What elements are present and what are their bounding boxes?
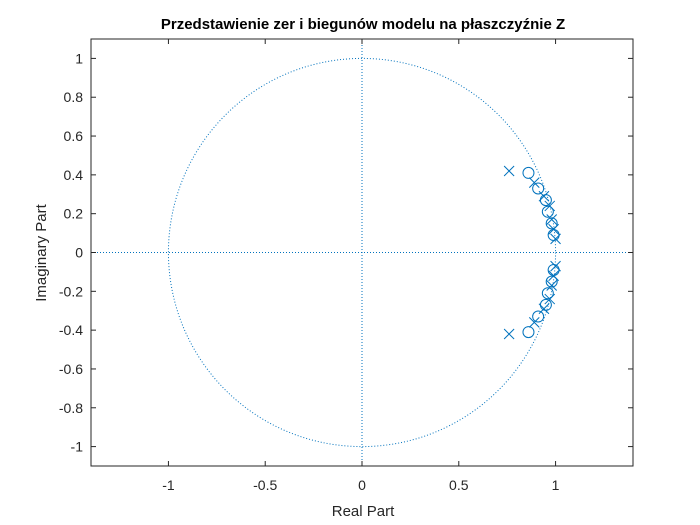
plot-area: -1 -0.5 0 0.5 1 -1 -0.8 -0.6 -0.4 -0.2 0 0.2 0.4 0.6 0… <box>59 38 634 493</box>
zero-marker <box>522 166 535 179</box>
zero-marker <box>547 229 560 242</box>
pole-marker <box>546 214 558 225</box>
pole-marker <box>528 177 540 188</box>
x-tick-label: 0 <box>358 477 366 493</box>
pole-marker <box>548 270 559 282</box>
pole-marker <box>538 303 550 315</box>
pole-marker <box>546 280 558 291</box>
pole-marker <box>503 165 515 177</box>
zero-marker <box>539 194 552 207</box>
zero-marker <box>541 287 554 300</box>
chart-title: Przedstawienie zer i biegunów modelu na … <box>161 16 565 33</box>
pole-marker <box>503 328 515 340</box>
x-tick-label: -1 <box>162 477 175 493</box>
zero-marker <box>539 298 552 311</box>
y-tick-label: 0.6 <box>64 128 84 144</box>
unit-circle <box>167 57 557 448</box>
zero-marker <box>545 275 558 288</box>
x-tick-label: 0.5 <box>449 477 469 493</box>
zero-marker <box>547 263 560 276</box>
y-tick-label: 0.4 <box>64 167 84 183</box>
y-tick-label: -1 <box>71 439 84 455</box>
pole-marker <box>538 190 550 202</box>
pole-marker <box>528 317 540 328</box>
y-tick-label: 0 <box>75 245 83 261</box>
pole-marker <box>550 260 561 272</box>
x-tick-label: 1 <box>552 477 560 493</box>
zero-marker <box>532 182 545 195</box>
zero-marker <box>545 217 558 230</box>
y-tick-label: 0.2 <box>64 206 84 222</box>
y-tick-label: 0.8 <box>64 89 84 105</box>
y-axis-label: Imaginary Part <box>33 203 50 301</box>
zero-marker <box>532 310 545 323</box>
pole-marker <box>548 223 559 235</box>
x-tick-label: -0.5 <box>253 477 277 493</box>
y-tick-label: -0.2 <box>59 283 83 299</box>
x-axis-label: Real Part <box>332 503 395 520</box>
y-tick-label: -0.8 <box>59 400 83 416</box>
y-tick-label: -0.6 <box>59 361 83 377</box>
pole-marker <box>544 200 556 212</box>
y-tick-label: 1 <box>75 50 83 66</box>
y-tick-label: -0.4 <box>59 322 83 338</box>
zero-marker <box>522 326 535 339</box>
pole-marker <box>544 293 556 305</box>
pole-marker <box>550 233 561 245</box>
zero-marker <box>541 205 554 218</box>
